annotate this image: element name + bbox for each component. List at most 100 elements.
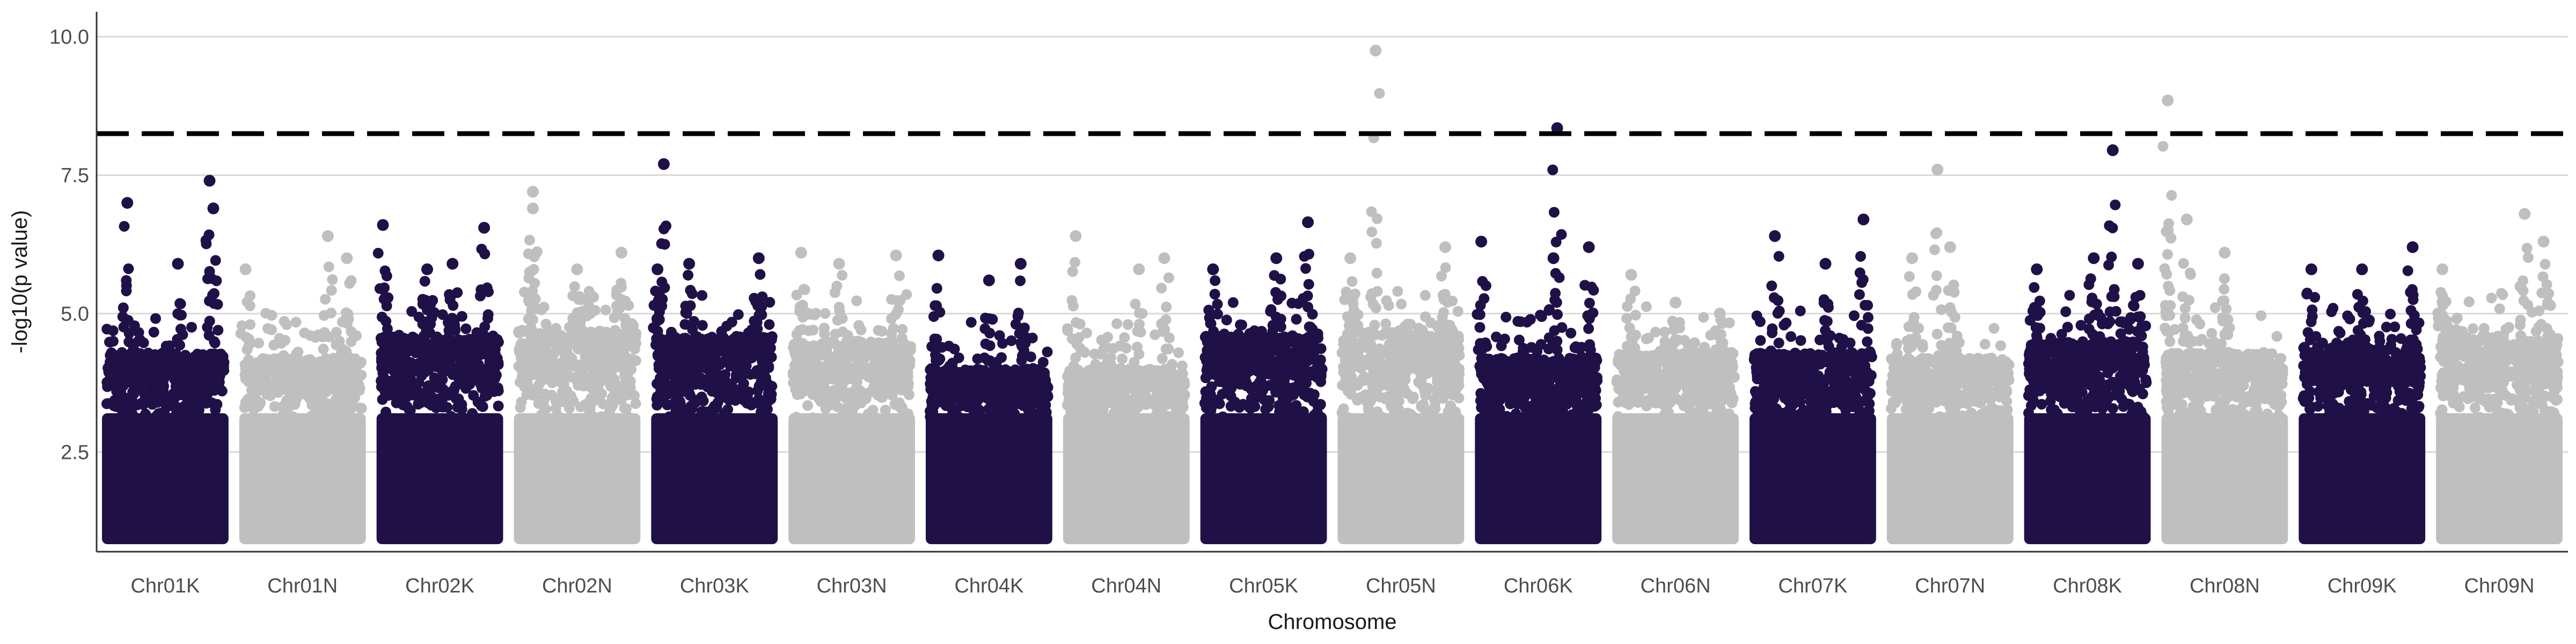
- point: [1203, 304, 1214, 316]
- point: [245, 290, 256, 301]
- point: [278, 350, 289, 361]
- point: [318, 418, 330, 429]
- point: [119, 221, 130, 232]
- dense-points-block: [1337, 413, 1465, 544]
- point: [346, 401, 357, 412]
- point: [1070, 352, 1081, 363]
- point: [620, 295, 631, 306]
- peak-point: [478, 222, 491, 234]
- point: [756, 362, 767, 373]
- peak-point: [683, 258, 696, 270]
- point: [895, 370, 905, 382]
- point: [1303, 279, 1314, 290]
- point: [865, 386, 876, 397]
- point: [1550, 237, 1562, 247]
- point: [1385, 359, 1396, 370]
- point: [269, 377, 281, 388]
- point: [1385, 327, 1396, 338]
- point: [1160, 343, 1172, 355]
- point: [346, 275, 357, 286]
- point: [903, 408, 913, 420]
- point: [894, 270, 905, 281]
- point: [404, 405, 415, 415]
- chromosome-Chr05K: [1199, 216, 1328, 544]
- point: [686, 288, 698, 299]
- point: [1521, 317, 1533, 328]
- point: [1401, 332, 1412, 343]
- point: [629, 390, 640, 401]
- point: [402, 380, 413, 392]
- point: [1371, 368, 1382, 379]
- point: [879, 360, 890, 371]
- point: [1109, 372, 1120, 384]
- point: [259, 370, 270, 382]
- point: [317, 401, 328, 412]
- point: [352, 357, 363, 369]
- point: [1363, 402, 1374, 414]
- point: [666, 380, 677, 391]
- peak-point: [341, 252, 353, 265]
- point: [177, 387, 188, 398]
- point: [152, 390, 163, 401]
- point: [156, 378, 167, 389]
- point: [1120, 385, 1131, 397]
- point: [661, 337, 672, 348]
- point: [613, 357, 624, 369]
- point: [459, 357, 470, 369]
- point: [1221, 355, 1233, 366]
- point: [682, 345, 693, 356]
- point: [212, 299, 223, 310]
- point: [831, 281, 843, 291]
- point: [726, 317, 737, 328]
- point: [867, 361, 879, 372]
- point: [138, 337, 149, 348]
- point: [1356, 363, 1367, 374]
- point: [1208, 399, 1219, 410]
- point: [413, 399, 424, 410]
- point: [807, 412, 818, 423]
- point: [460, 323, 472, 334]
- point: [1093, 364, 1103, 376]
- point: [931, 355, 942, 365]
- point: [160, 340, 172, 352]
- point: [1273, 400, 1284, 411]
- point: [197, 349, 209, 360]
- point: [926, 396, 937, 407]
- point: [1066, 333, 1078, 345]
- point: [872, 376, 883, 387]
- point: [631, 338, 641, 349]
- point: [528, 264, 539, 275]
- point: [456, 378, 467, 389]
- point: [310, 332, 321, 343]
- point: [172, 402, 184, 414]
- point: [745, 334, 756, 346]
- point: [346, 326, 357, 337]
- point: [1001, 365, 1013, 377]
- point: [1027, 394, 1038, 406]
- point: [390, 352, 401, 363]
- peak-point: [1070, 230, 1082, 242]
- point: [269, 401, 280, 412]
- point: [207, 290, 218, 301]
- point: [755, 269, 766, 280]
- point: [1254, 383, 1265, 394]
- point: [201, 238, 212, 250]
- point: [1199, 352, 1211, 363]
- point: [323, 261, 334, 273]
- point: [1346, 414, 1357, 425]
- point: [1366, 352, 1377, 363]
- point: [1561, 383, 1572, 394]
- point: [863, 371, 874, 383]
- point: [1034, 383, 1045, 394]
- point: [122, 314, 134, 326]
- point: [453, 334, 464, 346]
- point: [1276, 290, 1287, 302]
- point: [1352, 394, 1363, 406]
- point: [819, 308, 831, 319]
- point: [939, 386, 950, 398]
- point: [552, 409, 563, 421]
- point: [1375, 392, 1386, 402]
- point: [1299, 386, 1311, 397]
- point: [1512, 316, 1524, 327]
- point: [528, 332, 539, 343]
